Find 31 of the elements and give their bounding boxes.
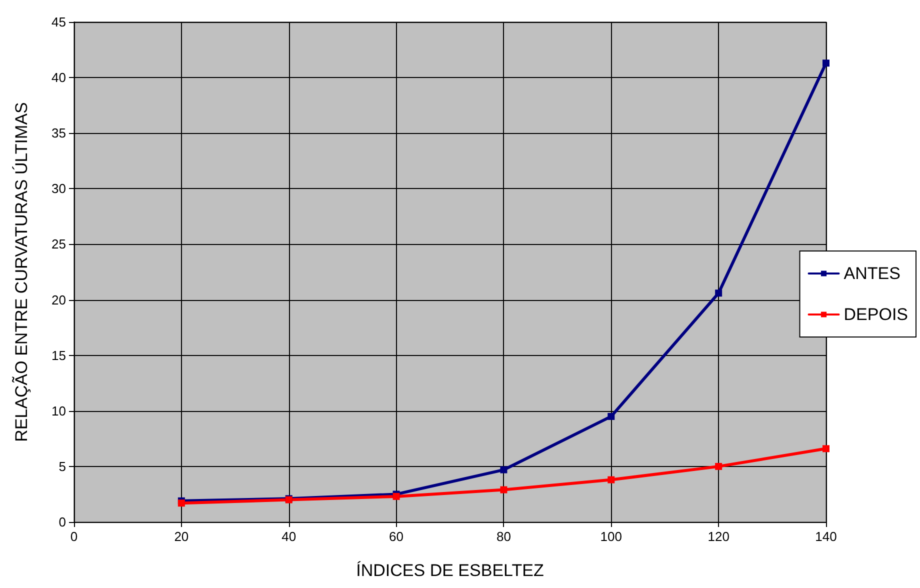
y-tick-label: 35	[52, 126, 66, 141]
y-axis-title: RELAÇÃO ENTRE CURVATURAS ÚLTIMAS	[12, 102, 31, 442]
y-tick-label: 30	[52, 181, 66, 196]
x-tick-label: 120	[708, 529, 730, 544]
point	[500, 486, 508, 494]
point	[715, 290, 722, 297]
point	[715, 462, 722, 470]
point	[500, 466, 508, 474]
y-tick-label: 40	[52, 70, 66, 86]
x-tick-label: 60	[389, 529, 404, 544]
x-tick-label: 140	[815, 529, 837, 544]
point	[822, 445, 830, 452]
y-tick-label: 10	[52, 403, 66, 418]
y-tick-label: 20	[52, 292, 66, 308]
point	[608, 412, 615, 420]
x-tick-label: 20	[174, 529, 189, 544]
y-tick-label: 25	[52, 236, 66, 252]
x-tick-label: 100	[600, 529, 622, 544]
point	[822, 60, 830, 67]
legend-label: ANTES	[844, 264, 900, 283]
y-tick-label: 0	[58, 514, 66, 530]
x-tick-label: 0	[70, 529, 78, 544]
point	[608, 476, 615, 484]
legend-label: DEPOIS	[844, 305, 908, 324]
x-tick-label: 80	[496, 529, 511, 544]
y-tick-label: 5	[58, 458, 66, 474]
x-axis-title: ÍNDICES DE ESBELTEZ	[356, 561, 544, 580]
x-tick-label: 40	[282, 529, 296, 544]
point	[178, 500, 185, 507]
y-tick-label: 15	[52, 348, 66, 363]
y-tick-label: 45	[52, 14, 66, 30]
